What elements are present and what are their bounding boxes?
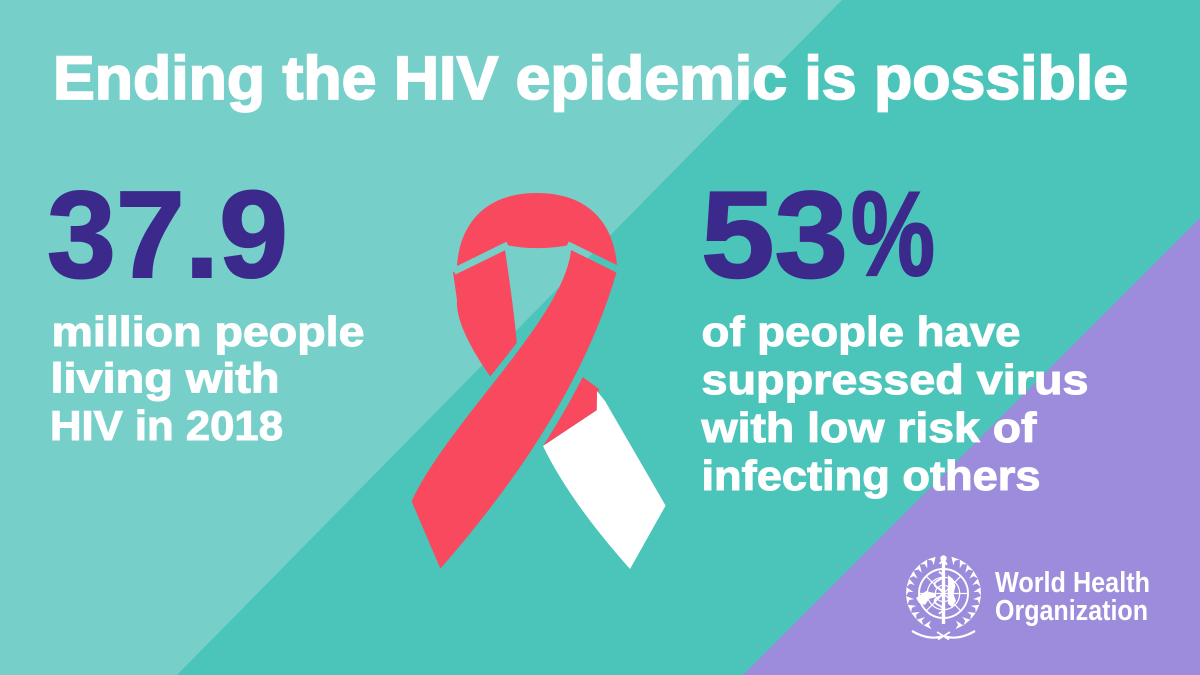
svg-text:of people have: of people have: [702, 308, 1021, 355]
svg-text:million people: million people: [52, 308, 365, 355]
svg-text:suppressed virus: suppressed virus: [702, 356, 1089, 403]
svg-text:with low risk of: with low risk of: [700, 404, 1037, 451]
svg-text:World Health: World Health: [995, 567, 1150, 599]
svg-text:%: %: [851, 167, 935, 301]
svg-text:Ending the HIV epidemic is pos: Ending the HIV epidemic is possible: [53, 44, 1128, 113]
svg-text:53: 53: [701, 167, 848, 304]
svg-text:living with: living with: [51, 355, 280, 402]
svg-text:Organization: Organization: [995, 595, 1148, 627]
svg-text:37.9: 37.9: [47, 167, 288, 304]
svg-text:HIV in 2018: HIV in 2018: [50, 402, 283, 449]
svg-text:infecting others: infecting others: [702, 452, 1041, 499]
